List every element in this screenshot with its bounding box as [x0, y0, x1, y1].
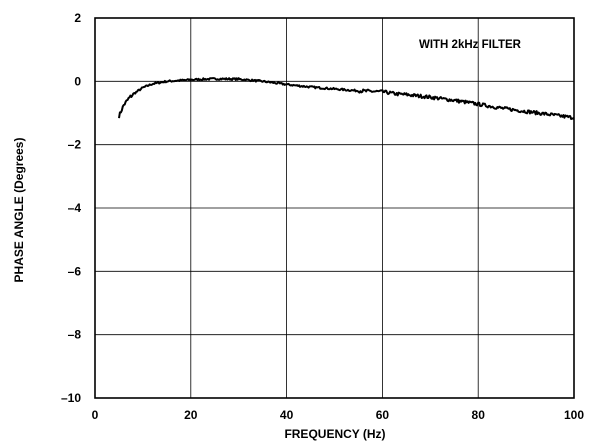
y-axis-label: PHASE ANGLE (Degrees): [12, 138, 26, 283]
y-tick-label: –4: [68, 201, 82, 215]
grid-lines: [94, 17, 575, 399]
x-axis-label: FREQUENCY (Hz): [284, 427, 385, 441]
x-tick-label: 80: [472, 408, 486, 422]
y-tick-label: –2: [68, 138, 82, 152]
x-tick-label: 20: [184, 408, 198, 422]
y-tick-label: 2: [74, 11, 81, 25]
y-tick-labels: 2 0 –2 –4 –6 –8 –10: [61, 11, 81, 405]
y-tick-label: –10: [61, 391, 81, 405]
y-tick-label: –8: [68, 328, 82, 342]
y-tick-label: –6: [68, 264, 82, 278]
phase-angle-series-line: [118, 77, 575, 120]
plot-frame: [94, 17, 575, 399]
x-tick-label: 40: [280, 408, 294, 422]
x-tick-label: 100: [564, 408, 584, 422]
annotation-label: WITH 2kHz FILTER: [419, 39, 522, 51]
x-tick-label: 60: [376, 408, 390, 422]
x-tick-labels: 0 20 40 60 80 100: [92, 408, 585, 422]
x-tick-label: 0: [92, 408, 99, 422]
series-group: [118, 77, 575, 120]
y-tick-label: 0: [74, 74, 81, 88]
